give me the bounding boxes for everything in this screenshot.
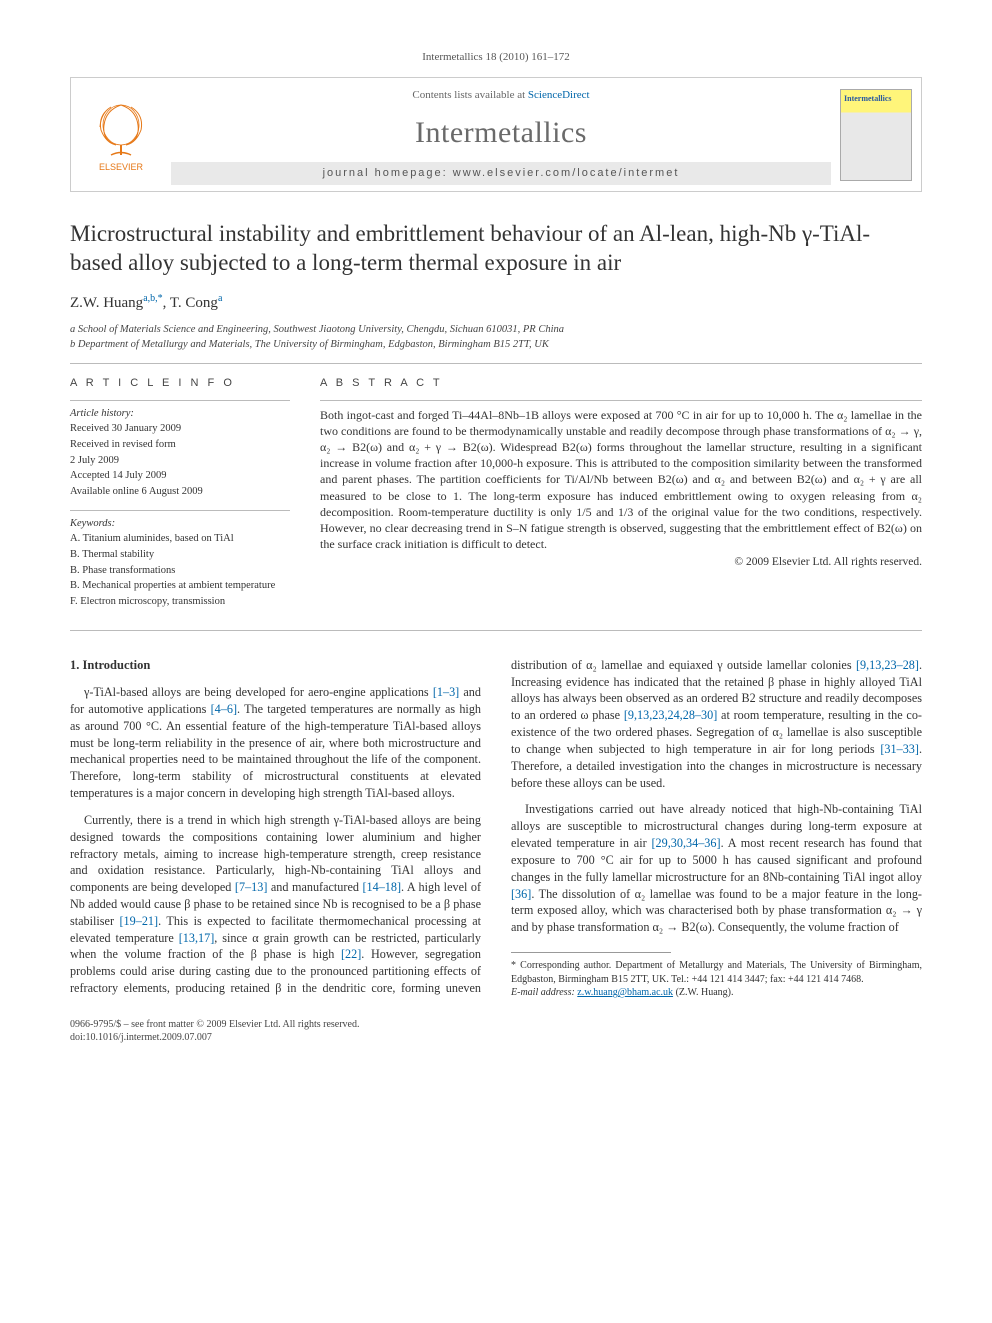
corr-email-tail: (Z.W. Huang). [673,987,733,998]
citation-link[interactable]: [36] [511,887,531,901]
keyword-item: B. Thermal stability [70,548,290,563]
history-accepted: Accepted 14 July 2009 [70,469,290,484]
info-abstract-row: A R T I C L E I N F O Article history: R… [70,376,922,631]
keyword-item: B. Mechanical properties at ambient temp… [70,579,290,594]
divider-rule [70,363,922,364]
keyword-item: B. Phase transformations [70,564,290,579]
body-text: γ-TiAl-based alloys are being developed … [84,685,433,699]
corresponding-author-footnote: * Corresponding author. Department of Me… [511,959,922,1000]
citation-link[interactable]: [22] [341,947,361,961]
affiliation-b: b Department of Metallurgy and Materials… [70,337,922,353]
citation-link[interactable]: [1–3] [433,685,459,699]
citation-link[interactable]: [29,30,34–36] [652,836,721,850]
contents-prefix: Contents lists available at [412,89,527,101]
citation-link[interactable]: [7–13] [235,880,268,894]
citation-link[interactable]: [9,13,23,24,28–30] [624,708,717,722]
journal-homepage-line: journal homepage: www.elsevier.com/locat… [171,162,831,185]
body-paragraph: Investigations carried out have already … [511,801,922,936]
citation-link[interactable]: [19–21] [120,914,159,928]
citation-link[interactable]: [14–18] [362,880,401,894]
body-text: and manufactured [267,880,362,894]
journal-homepage-link[interactable]: www.elsevier.com/locate/intermet [453,167,680,179]
author-2-name: , T. Cong [163,295,218,311]
body-two-column: 1. Introduction γ-TiAl-based alloys are … [70,657,922,1000]
contents-available-line: Contents lists available at ScienceDirec… [171,88,831,103]
running-citation: Intermetallics 18 (2010) 161–172 [70,50,922,65]
publisher-logo-cell: ELSEVIER [71,78,171,191]
corr-star: * [511,960,520,971]
cover-thumb-title: Intermetallics [844,93,908,104]
citation-link[interactable]: [13,17] [179,931,215,945]
footnote-separator [511,952,671,953]
history-label: Article history: [70,407,290,422]
sciencedirect-link[interactable]: ScienceDirect [528,89,590,101]
page-root: Intermetallics 18 (2010) 161–172 ELSEVIE… [0,0,992,1094]
svg-text:ELSEVIER: ELSEVIER [99,162,144,172]
body-paragraph: γ-TiAl-based alloys are being developed … [70,684,481,802]
corr-email-link[interactable]: z.w.huang@bham.ac.uk [577,987,673,998]
keyword-item: F. Electron microscopy, transmission [70,595,290,610]
journal-cover-thumbnail: Intermetallics [840,89,912,181]
body-text: . The dissolution of α₂ lamellae was fou… [511,887,922,935]
citation-link[interactable]: [9,13,23–28] [856,658,919,672]
affiliations: a School of Materials Science and Engine… [70,322,922,354]
bottom-meta: 0966-9795/$ – see front matter © 2009 El… [70,1018,922,1044]
history-revised-line1: Received in revised form [70,438,290,453]
article-info-column: A R T I C L E I N F O Article history: R… [70,376,290,620]
affiliation-a: a School of Materials Science and Engine… [70,322,922,338]
abstract-copyright: © 2009 Elsevier Ltd. All rights reserved… [320,554,922,570]
abstract-column: A B S T R A C T Both ingot-cast and forg… [320,376,922,620]
masthead-center: Contents lists available at ScienceDirec… [171,78,831,191]
cover-thumb-cell: Intermetallics [831,78,921,191]
homepage-label: journal homepage: [323,167,453,179]
history-online: Available online 6 August 2009 [70,485,290,500]
citation-link[interactable]: [31–33] [880,742,919,756]
author-list: Z.W. Huanga,b,*, T. Conga [70,292,922,314]
author-2-affil-marks: a [218,293,222,304]
history-revised-line2: 2 July 2009 [70,454,290,469]
history-received: Received 30 January 2009 [70,422,290,437]
masthead: ELSEVIER Contents lists available at Sci… [70,77,922,192]
section-heading-1: 1. Introduction [70,657,481,674]
abstract-heading: A B S T R A C T [320,376,922,391]
keywords-block: Keywords: A. Titanium aluminides, based … [70,510,290,610]
elsevier-tree-logo: ELSEVIER [86,95,156,175]
author-1-name: Z.W. Huang [70,295,143,311]
keyword-item: A. Titanium aluminides, based on TiAl [70,532,290,547]
corr-email-label: E-mail address: [511,987,577,998]
corr-text: Corresponding author. Department of Meta… [511,960,922,985]
issn-frontmatter-line: 0966-9795/$ – see front matter © 2009 El… [70,1018,922,1031]
article-title: Microstructural instability and embrittl… [70,220,922,278]
body-text: . The targeted temperatures are normally… [70,702,481,800]
article-history-block: Article history: Received 30 January 200… [70,400,290,500]
article-info-heading: A R T I C L E I N F O [70,376,290,391]
abstract-text: Both ingot-cast and forged Ti–44Al–8Nb–1… [320,400,922,553]
doi-line: doi:10.1016/j.intermet.2009.07.007 [70,1031,922,1044]
keywords-label: Keywords: [70,517,290,532]
author-1-affil-marks: a,b,* [143,293,162,304]
citation-link[interactable]: [4–6] [211,702,237,716]
journal-name: Intermetallics [171,112,831,154]
